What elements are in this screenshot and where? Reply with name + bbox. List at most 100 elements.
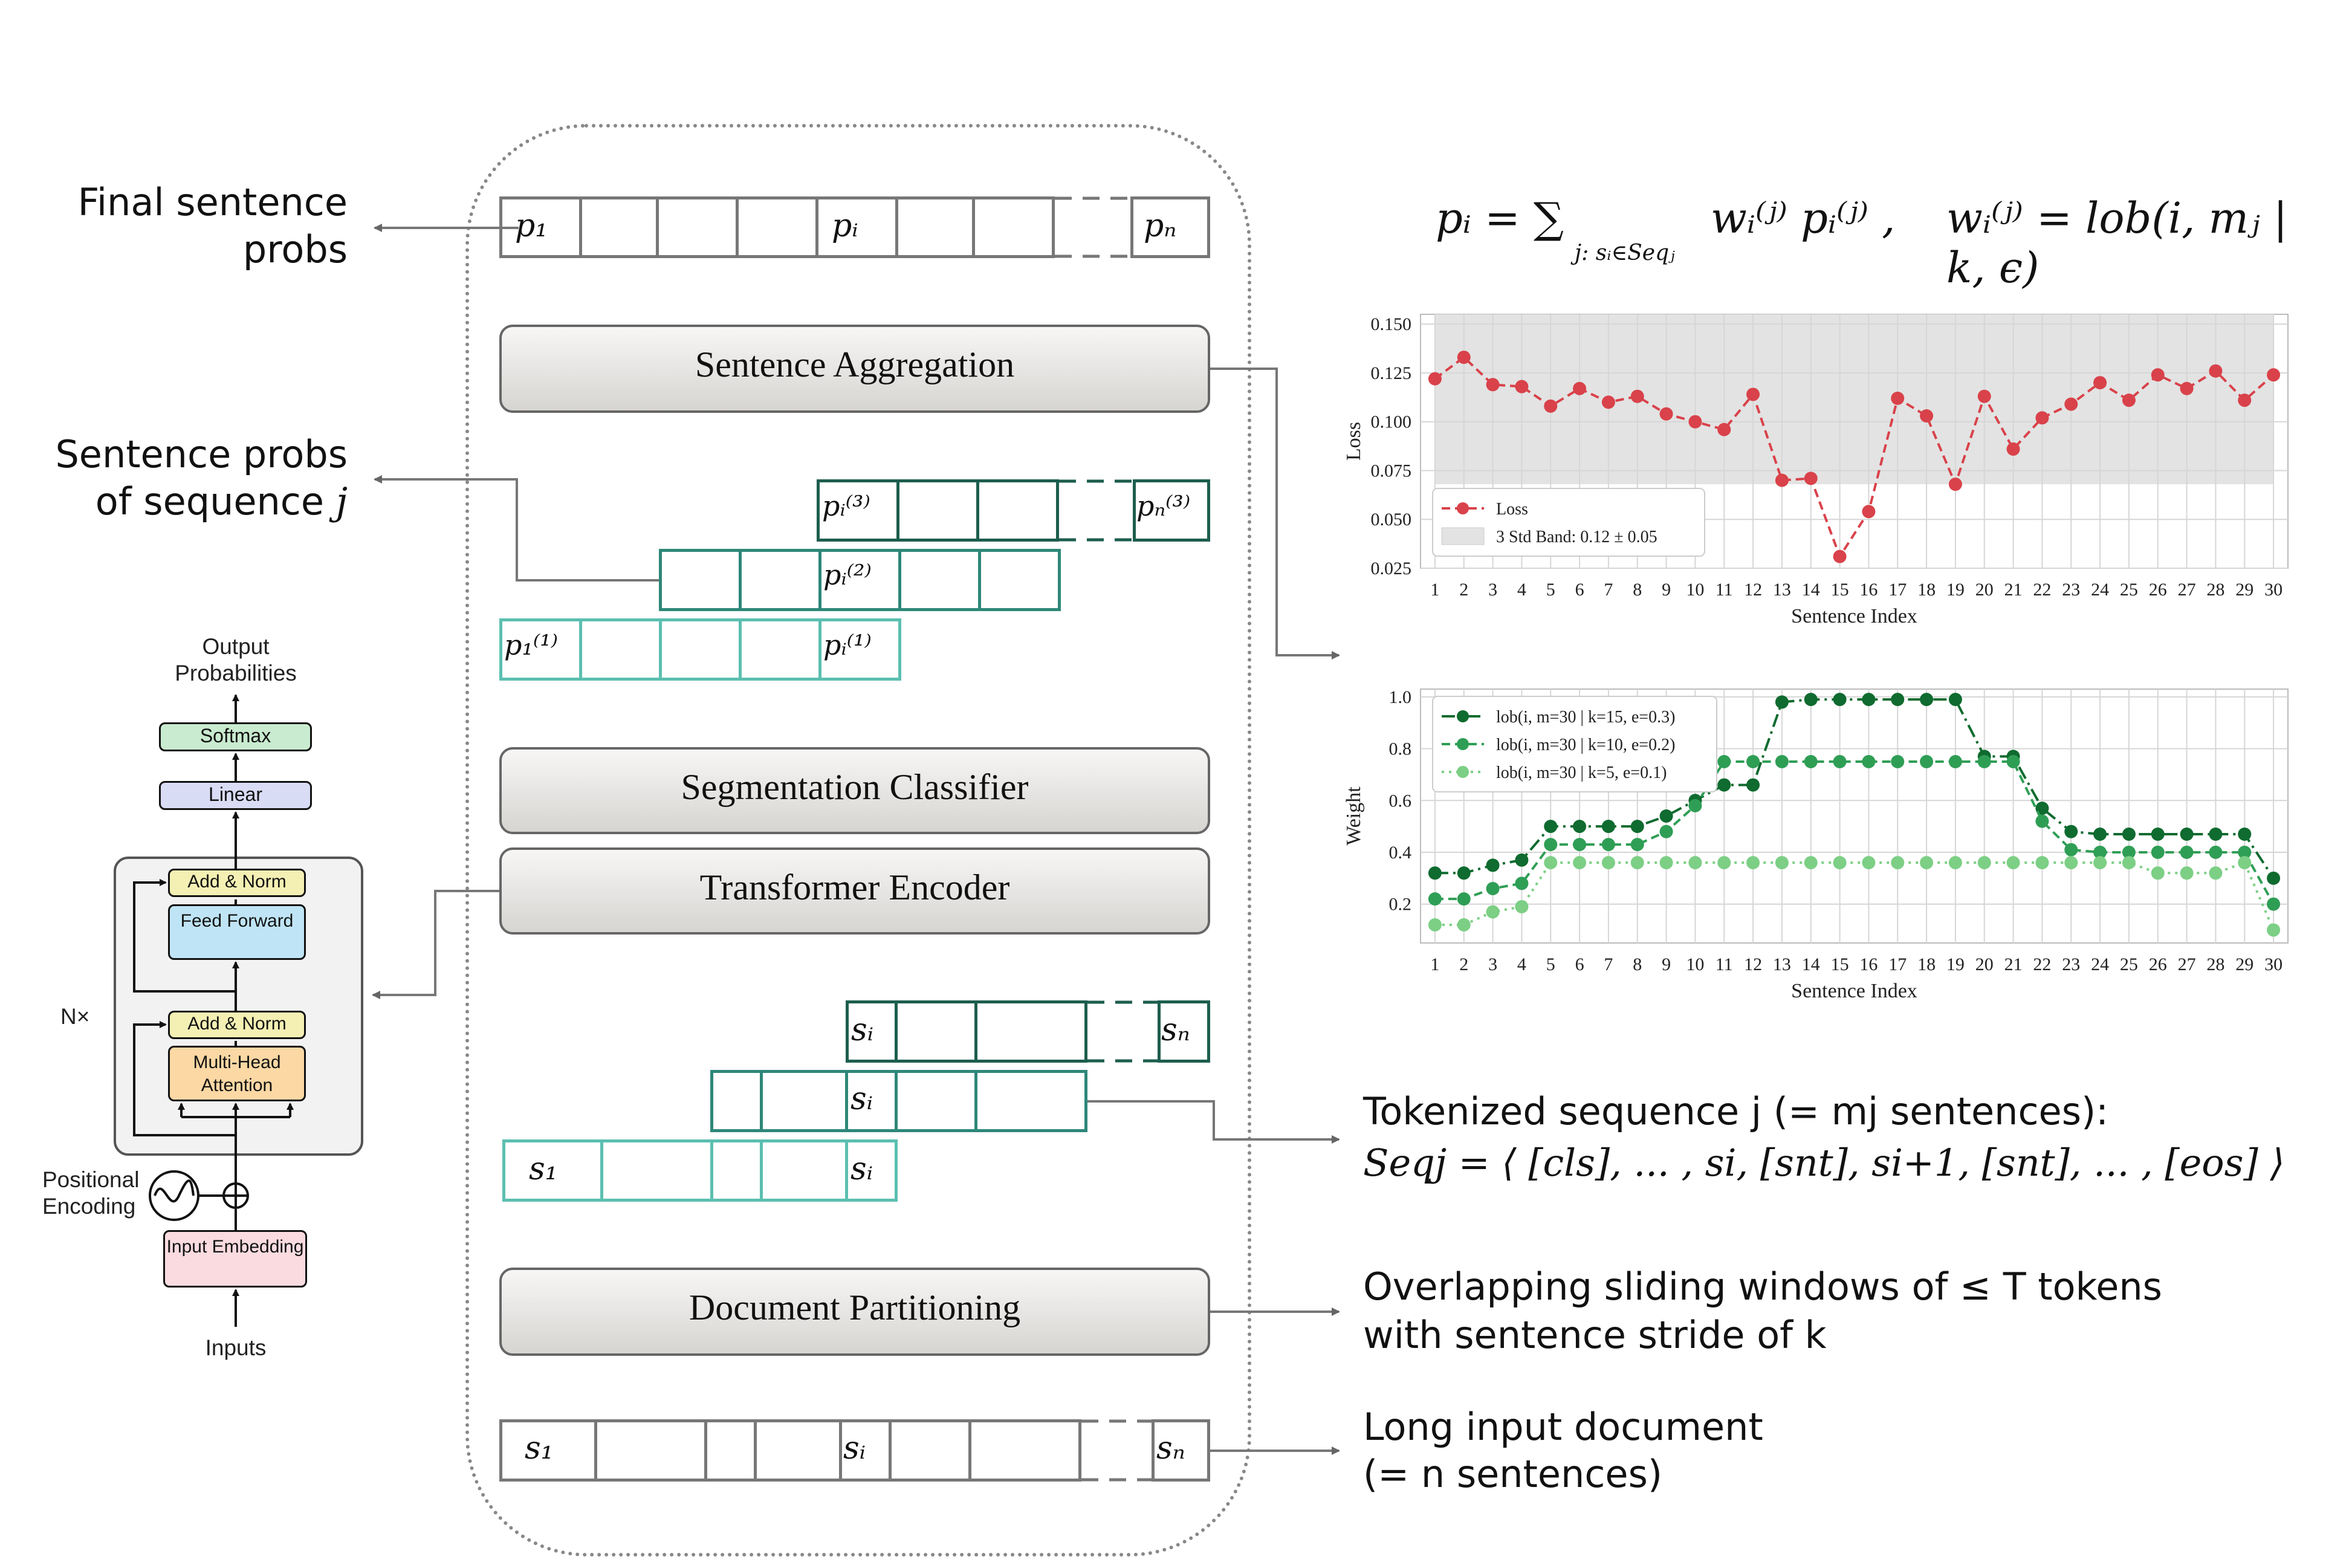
seq1-cell-p1: p₁⁽¹⁾ <box>504 629 558 661</box>
seq2-cell-pi: pᵢ⁽²⁾ <box>823 559 872 591</box>
data-point <box>1428 918 1442 931</box>
data-point <box>1920 755 1934 768</box>
pipeline-container <box>465 124 1251 1557</box>
seq-probs-var: j <box>335 479 348 523</box>
data-point <box>2267 897 2281 911</box>
seq3-cell-1 <box>817 479 899 542</box>
final-cell-2 <box>579 196 659 258</box>
data-point <box>2238 856 2252 870</box>
data-point <box>2180 866 2194 880</box>
data-point <box>2006 442 2020 456</box>
data-point <box>1659 824 1673 838</box>
tok3-cell-2 <box>895 1000 977 1063</box>
x-tick-label: 27 <box>2178 580 2196 600</box>
x-tick-label: 16 <box>1859 580 1878 600</box>
x-tick-label: 8 <box>1633 580 1642 600</box>
tok2-cell-3 <box>845 1070 898 1132</box>
x-tick-label: 24 <box>2091 954 2109 974</box>
x-tick-label: 15 <box>1831 580 1849 600</box>
data-point <box>1891 856 1905 870</box>
x-tick-label: 10 <box>1686 580 1704 600</box>
x-axis-label: Sentence Index <box>1791 980 1917 1002</box>
data-point <box>1515 900 1529 913</box>
final-cell-6 <box>895 196 975 258</box>
x-tick-label: 5 <box>1546 954 1555 974</box>
seq3-cell-pi: pᵢ⁽³⁾ <box>822 490 870 522</box>
data-point <box>2064 824 2078 838</box>
multi-head-attention-block: Multi-Head Attention <box>168 1046 306 1101</box>
final-cell-5 <box>815 196 898 258</box>
data-point <box>1920 856 1934 870</box>
data-point <box>2267 871 2281 885</box>
x-tick-label: 7 <box>1604 580 1613 600</box>
y-tick-label: 0.2 <box>1389 895 1412 915</box>
data-point <box>2209 846 2223 859</box>
x-tick-label: 28 <box>2206 954 2224 974</box>
linear-label: Linear <box>209 783 262 805</box>
data-point <box>1630 820 1644 834</box>
x-tick-label: 9 <box>1662 954 1671 974</box>
data-point <box>2209 866 2223 880</box>
y-tick-label: 0.025 <box>1371 559 1412 578</box>
data-point <box>2035 814 2049 828</box>
data-point <box>2180 846 2194 859</box>
data-point <box>1428 372 1442 386</box>
linear-block: Linear <box>159 781 312 810</box>
x-tick-label: 15 <box>1831 954 1849 974</box>
tokenized-header: Tokenized sequence j (= mj sentences): <box>1363 1089 2109 1133</box>
seq3-cell-last <box>1133 479 1210 542</box>
data-point <box>1977 755 1991 768</box>
seq2-cell-2 <box>739 549 821 611</box>
data-point <box>1775 856 1789 870</box>
x-tick-label: 9 <box>1662 580 1671 600</box>
data-point <box>1775 473 1789 487</box>
data-point <box>1862 693 1876 707</box>
data-point <box>2093 376 2107 390</box>
y-tick-label: 0.8 <box>1389 739 1412 759</box>
data-point <box>1486 882 1500 895</box>
sliding-window-label-1: Overlapping sliding windows of ≤ T token… <box>1363 1265 2162 1309</box>
long-doc-label-2: (= n sentences) <box>1363 1452 1663 1496</box>
data-point <box>1804 471 1818 485</box>
tok1-cell-4 <box>760 1139 848 1202</box>
data-point <box>2064 843 2078 857</box>
data-point <box>1746 387 1760 401</box>
transformer-encoder-label: Transformer Encoder <box>699 867 1010 907</box>
data-point <box>1601 820 1615 834</box>
data-point <box>1601 395 1615 409</box>
data-point <box>2180 828 2194 841</box>
data-point <box>1775 695 1789 709</box>
data-point <box>1775 755 1789 768</box>
x-axis-label: Sentence Index <box>1791 605 1917 627</box>
add-norm-top-label: Add & Norm <box>187 872 287 892</box>
data-point <box>1486 378 1500 392</box>
x-tick-label: 11 <box>1716 954 1733 974</box>
data-point <box>1659 407 1673 421</box>
x-tick-label: 21 <box>2004 954 2023 974</box>
data-point <box>1486 905 1500 919</box>
encoder-stack <box>114 857 363 1156</box>
sentence-aggregation-box: Sentence Aggregation <box>499 325 1210 413</box>
tokenized-formula: Seqj = ⟨ [cls], ... , si, [snt], si+1, [… <box>1363 1141 2285 1185</box>
data-point <box>1717 856 1731 870</box>
x-tick-label: 29 <box>2235 580 2253 600</box>
data-point <box>1457 892 1471 906</box>
tok1-cell-1 <box>502 1139 603 1202</box>
data-point <box>2122 394 2136 407</box>
data-point <box>1833 693 1847 707</box>
legend-label: Loss <box>1496 500 1528 519</box>
y-tick-label: 1.0 <box>1389 687 1412 707</box>
x-tick-label: 14 <box>1802 580 1820 600</box>
seq3-cell-2 <box>896 479 979 542</box>
x-tick-label: 25 <box>2120 580 2138 600</box>
data-point <box>1891 391 1905 405</box>
data-point <box>2151 368 2165 382</box>
output-probabilities-label: Output Probabilities <box>175 634 297 685</box>
seq1-cell-4 <box>739 618 821 681</box>
data-point <box>2064 397 2078 411</box>
x-tick-label: 5 <box>1546 580 1555 600</box>
data-point <box>2006 856 2020 870</box>
x-tick-label: 14 <box>1802 954 1820 974</box>
data-point <box>2180 381 2194 395</box>
